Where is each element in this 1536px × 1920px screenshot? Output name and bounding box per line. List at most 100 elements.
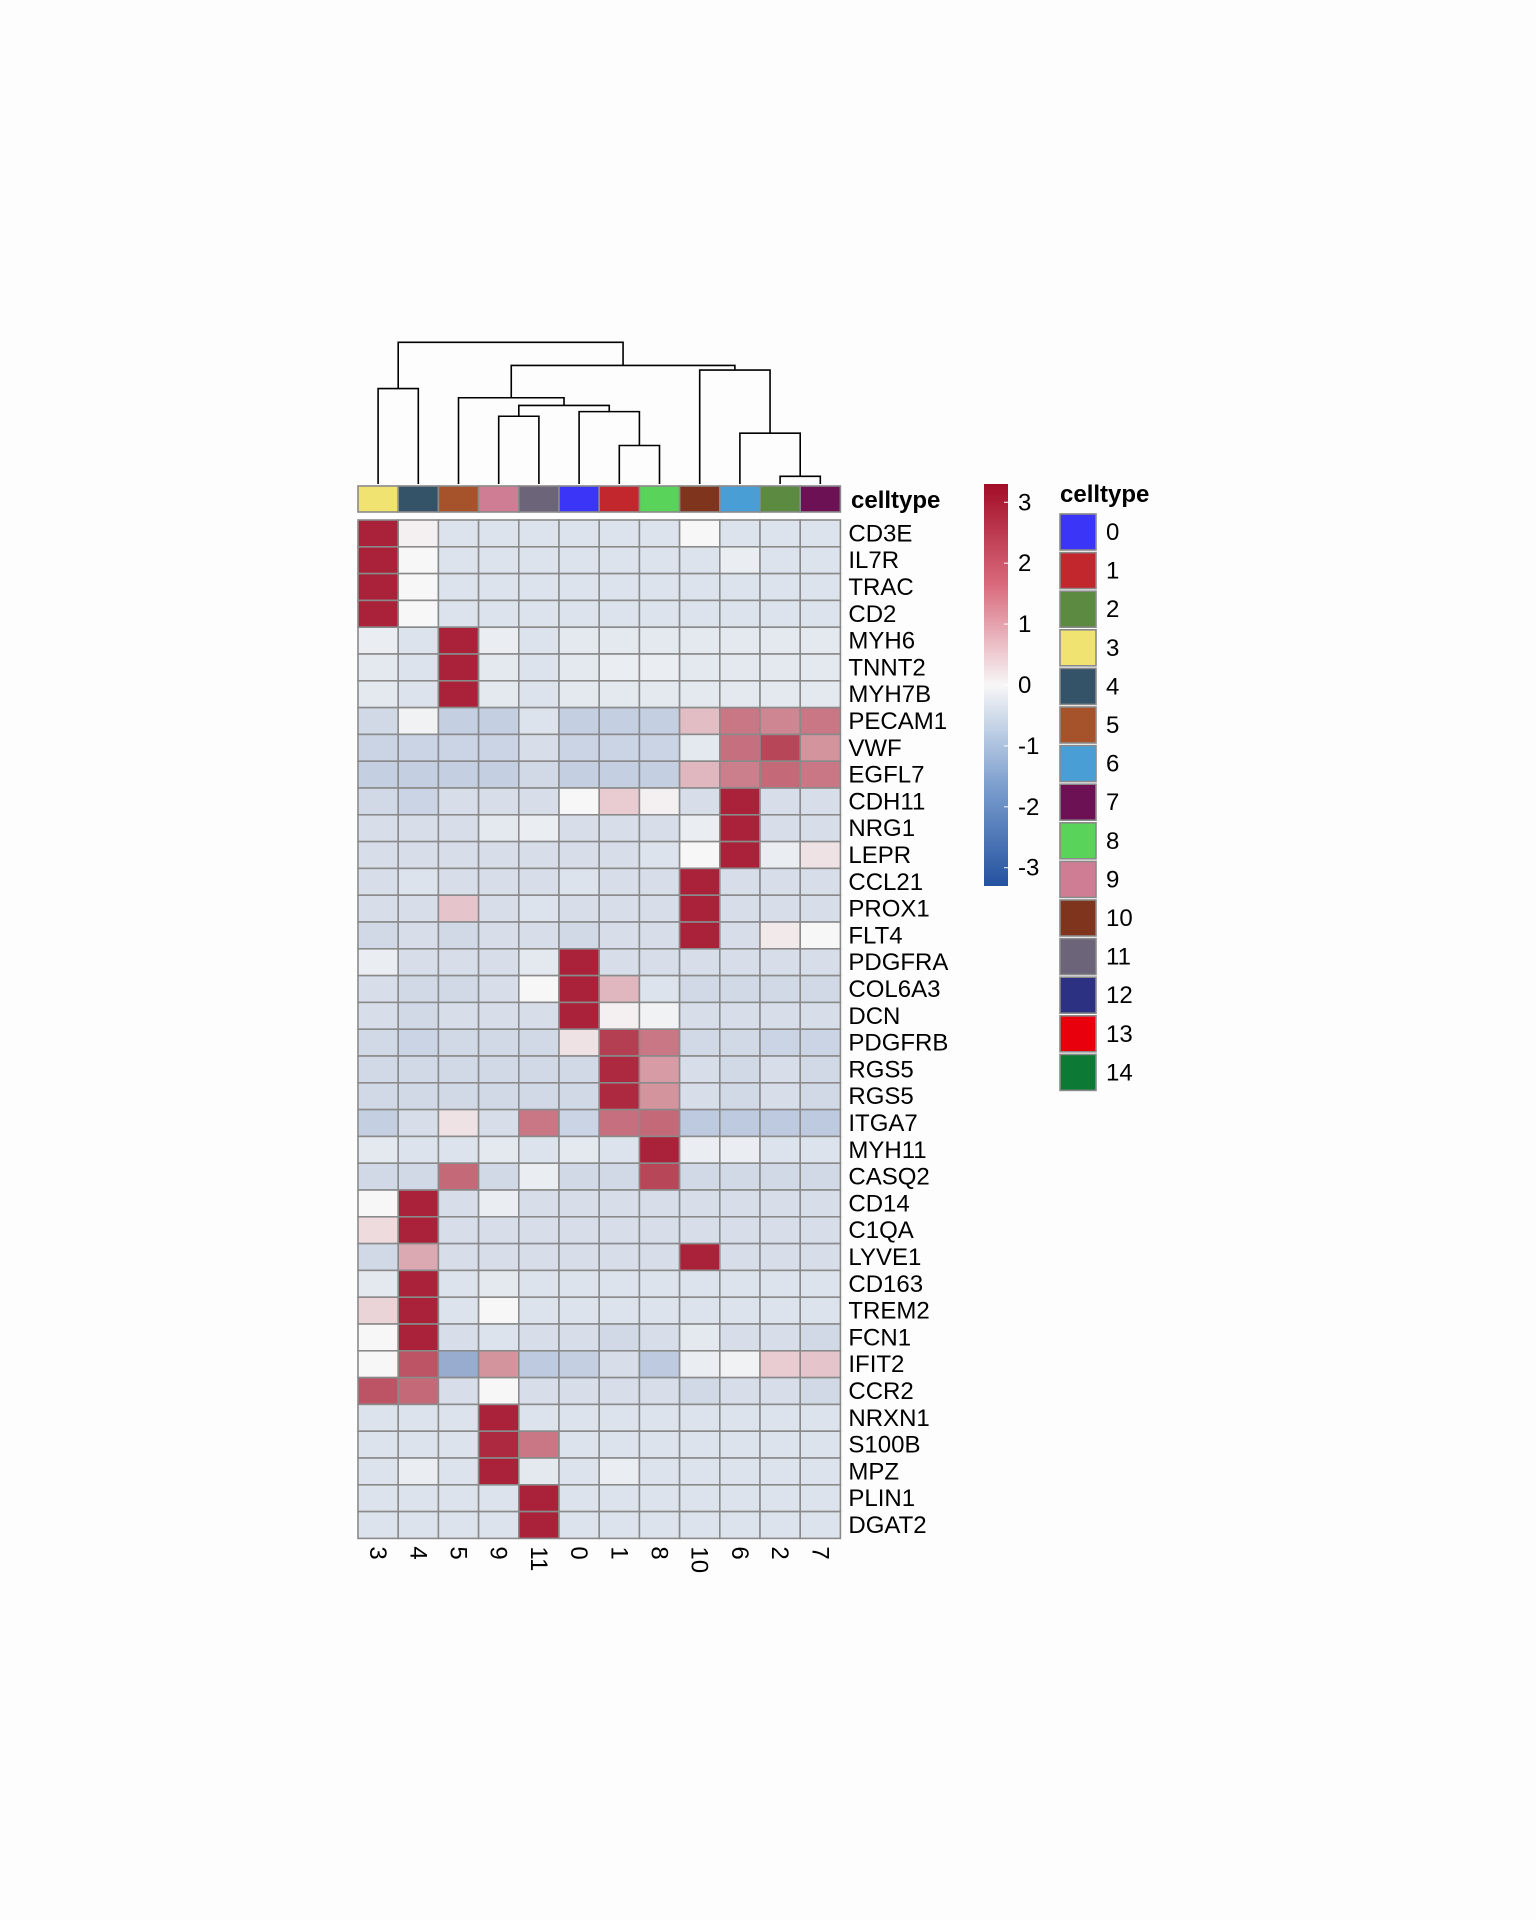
- row-label: ITGA7: [848, 1110, 917, 1137]
- heatmap-cell: [558, 921, 601, 950]
- heatmap-cell: [437, 1055, 480, 1084]
- heatmap-cell: [437, 1216, 480, 1245]
- heatmap-cell: [598, 1376, 641, 1406]
- heatmap-cell: [799, 679, 842, 709]
- legend-swatch: [1059, 860, 1097, 899]
- heatmap-cell: [718, 1430, 761, 1459]
- row-labels: CD3EIL7RTRACCD2MYH6TNNT2MYH7BPECAM1VWFEG…: [848, 520, 948, 1539]
- heatmap-cell: [638, 1162, 681, 1191]
- heatmap-cell: [759, 894, 802, 923]
- column-dendrogram: [377, 341, 822, 484]
- heatmap-cell: [678, 1430, 721, 1459]
- heatmap-cell: [638, 706, 681, 736]
- heatmap-cell: [598, 519, 641, 548]
- heatmap-cell: [799, 1055, 842, 1084]
- heatmap-cell: [759, 733, 802, 763]
- heatmap-cell: [678, 867, 721, 897]
- heatmap-cell: [558, 1108, 601, 1138]
- heatmap-cell: [517, 1135, 560, 1165]
- heatmap-cell: [759, 1242, 802, 1272]
- heatmap-cell: [397, 1028, 440, 1057]
- heatmap-cell: [437, 599, 480, 629]
- heatmap-cell: [517, 653, 560, 682]
- heatmap-cell: [678, 1001, 721, 1031]
- heatmap-cell: [598, 733, 641, 763]
- column-label: 5: [445, 1546, 472, 1559]
- heatmap-cell: [477, 867, 520, 897]
- heatmap-cell: [517, 1457, 560, 1486]
- heatmap-cell: [598, 653, 641, 682]
- heatmap-cell: [357, 1135, 400, 1165]
- heatmap-cell: [598, 1457, 641, 1486]
- colorbar-tick-label: 3: [1018, 489, 1031, 516]
- heatmap-cell: [598, 1350, 641, 1379]
- heatmap-cell: [357, 545, 400, 575]
- heatmap-cell: [759, 760, 802, 789]
- heatmap-cell: [718, 947, 761, 977]
- heatmap-cell: [397, 1162, 440, 1191]
- heatmap-cell: [437, 519, 480, 548]
- heatmap-cell: [517, 572, 560, 602]
- heatmap-cell: [517, 787, 560, 816]
- heatmap-cell: [517, 1189, 560, 1218]
- heatmap-cell: [437, 867, 480, 897]
- heatmap-cell: [638, 1242, 681, 1272]
- heatmap-cell: [357, 760, 400, 789]
- heatmap-cell: [799, 867, 842, 897]
- heatmap-cell: [598, 1484, 641, 1513]
- heatmap-cell: [678, 1457, 721, 1486]
- colorbar-tick-label: -1: [1018, 733, 1039, 760]
- colorbar-tick-label: -2: [1018, 794, 1039, 821]
- heatmap-cell: [517, 1403, 560, 1433]
- heatmap-cell: [517, 626, 560, 655]
- heatmap-cell: [477, 813, 520, 843]
- heatmap-cell: [477, 1135, 520, 1165]
- heatmap-cell: [558, 1376, 601, 1406]
- heatmap-cell: [437, 1430, 480, 1459]
- heatmap-cell: [638, 653, 681, 682]
- heatmap-cell: [397, 519, 440, 548]
- heatmap-cell: [799, 1001, 842, 1031]
- heatmap-cell: [357, 679, 400, 709]
- annotation-cell: [397, 485, 440, 513]
- heatmap-cell: [759, 1189, 802, 1218]
- heatmap-cell: [638, 1082, 681, 1111]
- heatmap-cell: [718, 840, 761, 870]
- heatmap-cell: [799, 760, 842, 789]
- heatmap-cell: [718, 1189, 761, 1218]
- heatmap-cell: [558, 1484, 601, 1513]
- dendrogram-branch: [779, 475, 822, 484]
- heatmap-cell: [718, 626, 761, 655]
- heatmap-cell: [517, 1162, 560, 1191]
- heatmap-cell: [517, 894, 560, 923]
- annotation-cell: [799, 485, 842, 513]
- legend-swatch: [1059, 706, 1097, 744]
- heatmap-cell: [477, 1510, 520, 1540]
- heatmap-cell: [759, 840, 802, 870]
- heatmap-cell: [357, 1242, 400, 1272]
- heatmap-cell: [477, 1430, 520, 1459]
- column-label: 1: [605, 1546, 632, 1559]
- heatmap-cell: [638, 974, 681, 1004]
- heatmap-cell: [437, 1457, 480, 1486]
- annotation-cell: [759, 485, 802, 513]
- heatmap-cell: [517, 519, 560, 548]
- heatmap-cell: [598, 1055, 641, 1084]
- heatmap-cell: [718, 1055, 761, 1084]
- legend-label: 0: [1106, 519, 1119, 546]
- heatmap-cell: [799, 1108, 842, 1138]
- heatmap-cell: [759, 599, 802, 629]
- heatmap-cell: [558, 787, 601, 816]
- heatmap-cell: [759, 706, 802, 736]
- heatmap-cell: [678, 1510, 721, 1540]
- heatmap-cell: [718, 1001, 761, 1031]
- heatmap-cell: [718, 1162, 761, 1191]
- heatmap-cell: [598, 787, 641, 816]
- heatmap-cell: [638, 1350, 681, 1379]
- heatmap-cell: [437, 787, 480, 816]
- legend-label: 5: [1106, 712, 1119, 739]
- heatmap-cell: [558, 626, 601, 655]
- heatmap-cell: [759, 974, 802, 1004]
- heatmap-cell: [638, 572, 681, 602]
- heatmap-cell: [799, 733, 842, 763]
